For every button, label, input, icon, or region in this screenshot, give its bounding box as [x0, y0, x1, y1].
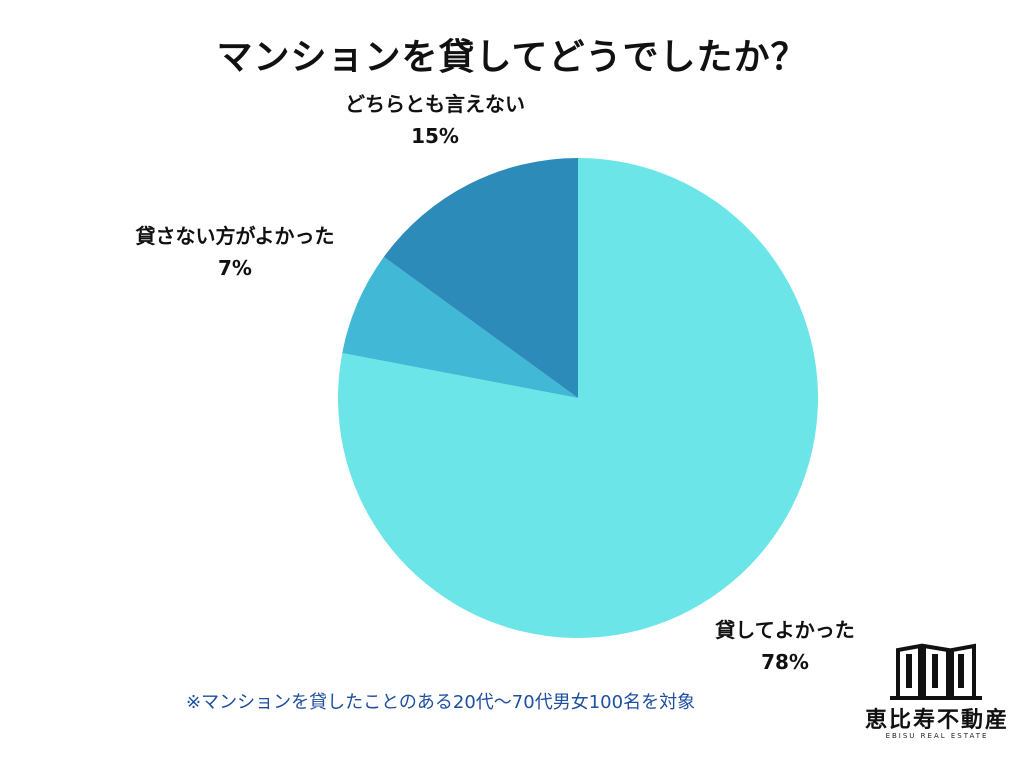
- pie-slice-2: [383, 158, 578, 398]
- slice-percent: 78%: [761, 650, 809, 674]
- pie-slice-1: [342, 256, 578, 398]
- slice-percent: 7%: [218, 256, 252, 280]
- chart-title: マンションを貸してどうでしたか？: [216, 37, 808, 78]
- company-logo: 恵比寿不動産 EBISU REAL ESTATE: [862, 636, 1012, 748]
- logo-subtitle: EBISU REAL ESTATE: [885, 732, 989, 740]
- slice-percent: 15%: [411, 124, 459, 148]
- slice-label-text: 貸さない方がよかった: [135, 224, 335, 248]
- slice-label-text: どちらとも言えない: [345, 92, 525, 116]
- slice-label-text: 貸してよかった: [715, 618, 855, 642]
- slice-label-lent-good: 貸してよかった 78%: [690, 614, 880, 678]
- logo-name: 恵比寿不動産: [864, 707, 1009, 733]
- building-logo-icon: [890, 643, 982, 700]
- slice-label-neither: どちらとも言えない 15%: [310, 88, 560, 152]
- survey-footnote: ※マンションを貸したことのある20代〜70代男女100名を対象: [186, 692, 696, 713]
- slice-label-better-not-lend: 貸さない方がよかった 7%: [100, 220, 370, 284]
